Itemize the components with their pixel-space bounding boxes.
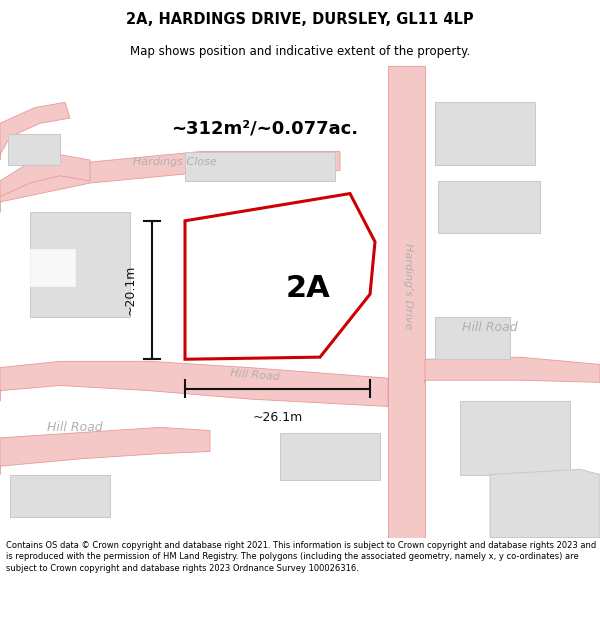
Polygon shape — [0, 155, 90, 197]
Text: Hill Road: Hill Road — [462, 321, 518, 334]
Polygon shape — [425, 357, 600, 382]
Polygon shape — [438, 181, 540, 233]
Text: ~312m²/~0.077ac.: ~312m²/~0.077ac. — [172, 119, 359, 138]
Polygon shape — [388, 66, 425, 538]
Text: 2A: 2A — [285, 274, 330, 302]
Polygon shape — [0, 361, 388, 406]
Polygon shape — [30, 213, 130, 318]
Text: Map shows position and indicative extent of the property.: Map shows position and indicative extent… — [130, 45, 470, 58]
Polygon shape — [185, 152, 335, 181]
Polygon shape — [435, 318, 510, 359]
Polygon shape — [490, 469, 600, 538]
Polygon shape — [185, 194, 375, 359]
Text: Hill Road: Hill Road — [230, 368, 280, 382]
Polygon shape — [8, 134, 60, 165]
Polygon shape — [0, 428, 210, 474]
Polygon shape — [435, 102, 535, 165]
Text: Hill Road: Hill Road — [47, 421, 103, 434]
Text: ~20.1m: ~20.1m — [124, 265, 137, 315]
Text: Hardings Close: Hardings Close — [133, 157, 217, 167]
Polygon shape — [280, 432, 380, 480]
Text: Contains OS data © Crown copyright and database right 2021. This information is : Contains OS data © Crown copyright and d… — [6, 541, 596, 573]
Text: 2A, HARDINGS DRIVE, DURSLEY, GL11 4LP: 2A, HARDINGS DRIVE, DURSLEY, GL11 4LP — [126, 12, 474, 27]
Text: Harding's Drive: Harding's Drive — [403, 242, 413, 329]
Polygon shape — [460, 401, 570, 474]
Polygon shape — [0, 102, 70, 160]
Polygon shape — [30, 249, 75, 286]
Polygon shape — [10, 474, 110, 516]
Text: ~26.1m: ~26.1m — [253, 411, 302, 424]
Polygon shape — [0, 152, 340, 213]
